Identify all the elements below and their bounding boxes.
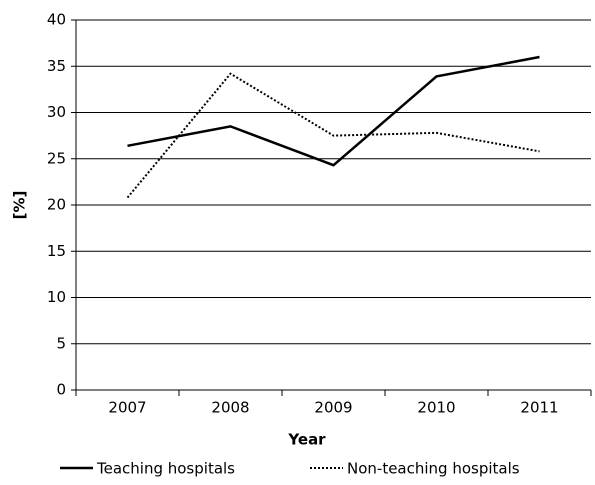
y-axis-label: [%] [11, 191, 29, 220]
legend-label: Non-teaching hospitals [347, 460, 520, 478]
x-tick-label: 2008 [211, 399, 249, 417]
y-tick-label: 35 [47, 57, 66, 75]
y-tick-label: 40 [47, 11, 66, 29]
y-tick-label: 25 [47, 149, 66, 167]
y-tick-label: 30 [47, 103, 66, 121]
y-tick-label: 20 [47, 196, 66, 214]
x-tick-label: 2011 [520, 399, 558, 417]
legend-label: Teaching hospitals [96, 460, 235, 478]
series-line [126, 72, 540, 199]
x-axis-label: Year [287, 431, 326, 449]
x-tick-label: 2009 [314, 399, 352, 417]
y-tick-label: 15 [47, 242, 66, 260]
y-tick-label: 0 [56, 381, 66, 399]
x-tick-label: 2010 [417, 399, 455, 417]
y-tick-label: 10 [47, 288, 66, 306]
y-tick-label: 5 [56, 334, 66, 352]
series-line [127, 55, 540, 167]
x-tick-label: 2007 [108, 399, 146, 417]
